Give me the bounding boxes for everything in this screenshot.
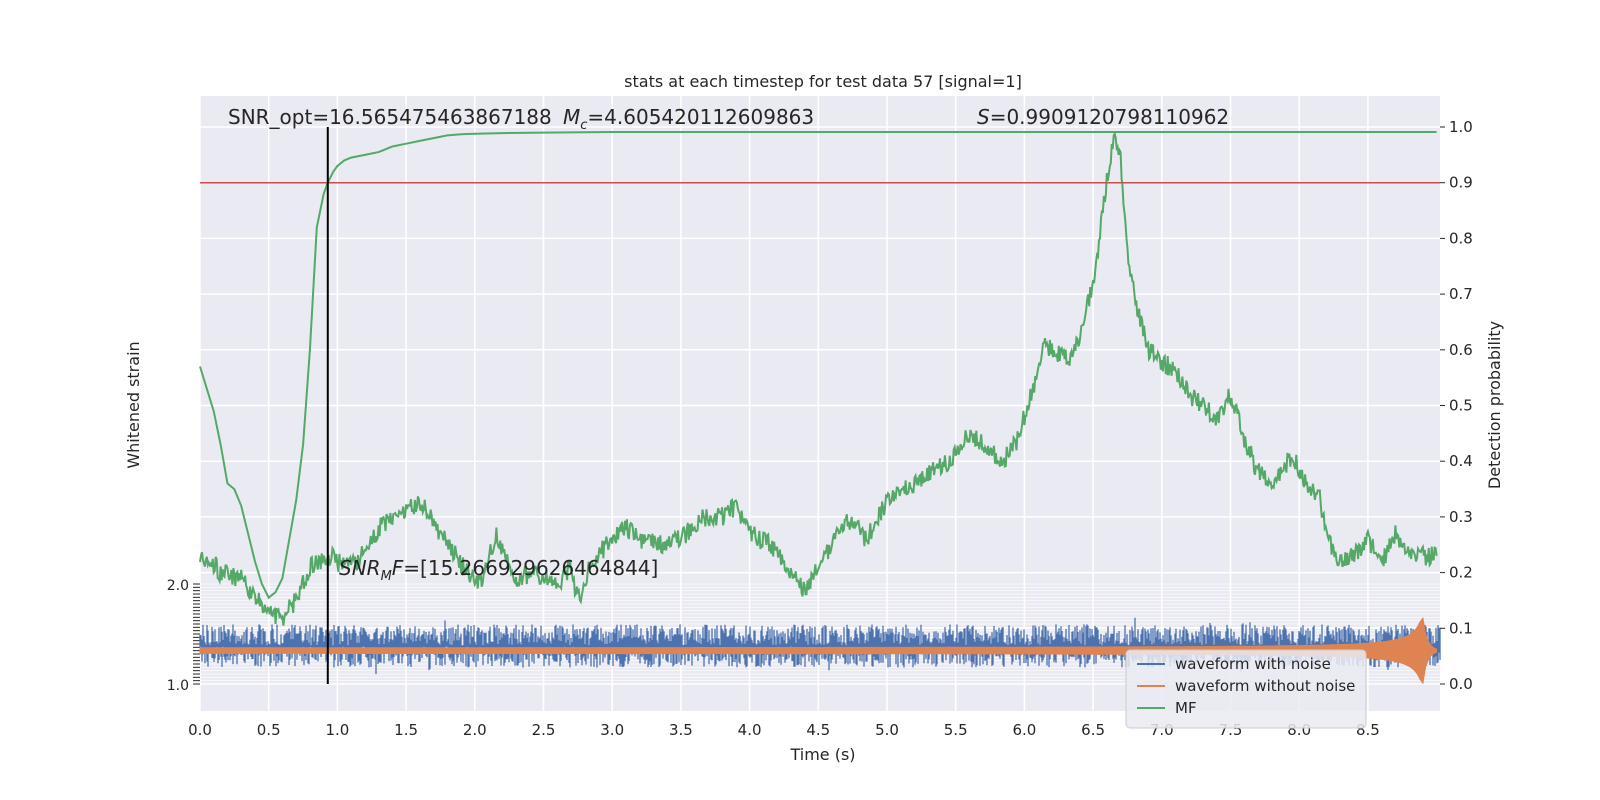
legend: waveform with noise waveform without noi…: [1125, 649, 1367, 729]
x-tick-label: 1.0: [325, 721, 349, 739]
x-tick-label: 2.0: [463, 721, 487, 739]
y-right-tick-label: 0.3: [1449, 508, 1473, 526]
waveform-without-noise-line: [199, 616, 1438, 685]
y-right-tick-label: 0.4: [1449, 452, 1473, 470]
x-tick-label: 4.0: [738, 721, 762, 739]
left-tick-label-top: 2.0: [167, 578, 189, 594]
legend-noise-label: waveform with noise: [1175, 655, 1331, 673]
x-tick-label: 5.5: [944, 721, 968, 739]
y-right-tick-label: 0.8: [1449, 229, 1473, 247]
y-right-tick-label: 0.2: [1449, 564, 1473, 582]
s-annotation: S=0.9909120798110962: [977, 105, 1229, 129]
y-axis-label-right: Detection probability: [1485, 321, 1504, 489]
y-right-tick-label: 0.9: [1449, 174, 1473, 192]
y-right-tick-label: 0.1: [1449, 619, 1473, 637]
y-right-tick-label: 0.6: [1449, 341, 1473, 359]
x-tick-label: 4.5: [806, 721, 830, 739]
y-right-tick-label: 0.5: [1449, 397, 1473, 415]
left-tick-label-bottom: 1.0: [167, 678, 189, 694]
snr-mf-symbol: SNR: [339, 556, 381, 580]
x-tick-label: 6.0: [1012, 721, 1036, 739]
detection-probability-line: [199, 131, 1437, 600]
x-tick-label: 0.0: [188, 721, 212, 739]
mc-symbol: M: [563, 105, 580, 129]
legend-clean-label: waveform without noise: [1175, 677, 1355, 695]
snr-mf-subscript: M: [381, 569, 392, 584]
legend-mf-label: MF: [1175, 699, 1197, 717]
x-tick-label: 3.5: [669, 721, 693, 739]
right-axis-ticks: 0.0 0.1 0.2 0.3 0.4 0.5 0.6 0.7 0.8 0.9 1.0: [1440, 118, 1473, 693]
y-right-tick-label: 1.0: [1449, 118, 1473, 136]
x-tick-label: 0.5: [257, 721, 281, 739]
y-axis-label-left: Whitened strain: [124, 341, 143, 468]
mc-value: =4.605420112609863: [587, 105, 814, 129]
x-tick-label: 2.5: [532, 721, 556, 739]
mf-line: [199, 131, 1438, 626]
y-right-tick-label: 0.7: [1449, 285, 1473, 303]
snr-mf-f: F: [392, 556, 404, 580]
snr-opt-annotation: SNR_opt=16.565475463867188: [228, 105, 552, 129]
y-right-tick-label: 0.0: [1449, 675, 1473, 693]
x-tick-label: 5.0: [875, 721, 899, 739]
s-value: =0.9909120798110962: [990, 105, 1229, 129]
snr-mf-value: =[15.266929626464844]: [403, 556, 658, 580]
x-tick-label: 6.5: [1081, 721, 1105, 739]
mc-annotation: Mc=4.605420112609863: [563, 105, 814, 133]
mc-subscript: c: [580, 118, 587, 133]
s-symbol: S: [977, 105, 990, 129]
x-tick-label: 1.5: [394, 721, 418, 739]
plot-area: [200, 96, 1440, 711]
x-tick-label: 3.0: [600, 721, 624, 739]
snr-mf-annotation: SNRMF=[15.266929626464844]: [339, 556, 658, 584]
legend-box: [1125, 649, 1367, 729]
chart-title: stats at each timestep for test data 57 …: [624, 72, 1022, 91]
x-axis-label: Time (s): [789, 745, 855, 764]
